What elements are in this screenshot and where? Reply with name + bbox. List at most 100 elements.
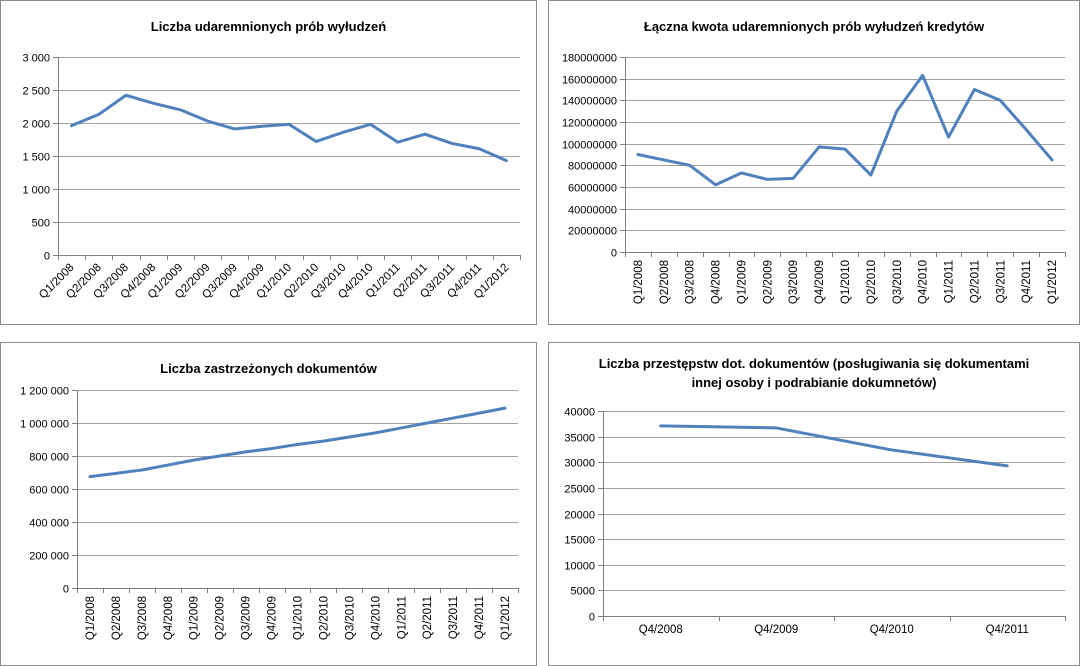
chart-panel-attempts-count: Liczba udaremnionych prób wyłudzeń 0 500 1… [0, 0, 537, 325]
x-tick-label: Q1/2010 [293, 596, 305, 640]
data-line [88, 406, 507, 479]
x-tick-label: Q4/2009 [267, 596, 279, 640]
x-tick-label: Q2/2008 [111, 596, 123, 640]
x-axis-labels: Q1/2008Q2/2008Q3/2008Q4/2008Q1/2009Q2/20… [37, 262, 512, 302]
chart-title: Liczba udaremnionych prób wyłudzeń [150, 19, 387, 34]
y-tick-label: 30000 [564, 458, 595, 470]
chart-plot: 0 500 1 000 1 500 2 000 2 500 3 000 Q1/2008Q2/2… [22, 53, 521, 302]
x-tick-label: Q4/2008 [711, 260, 723, 304]
chart-panel-attempts-amount: Łączna kwota udaremnionych prób wyłudzeń… [548, 0, 1080, 325]
x-tick-label: Q4/2011 [986, 624, 1029, 636]
y-tick-label: 80000000 [568, 161, 617, 173]
chart-title: Liczba zastrzeżonych dokumentów [160, 361, 377, 376]
x-tick-label: Q3/2010 [344, 596, 356, 640]
chart-title: Liczba przestępstw dot. dokumentów (posł… [598, 356, 1030, 390]
y-gridlines [625, 57, 1065, 231]
y-tick-label: 1 200 000 [20, 386, 69, 398]
y-tick-label: 5000 [571, 586, 595, 598]
y-axis-labels: 0 5000 10000 15000 20000 25000 30000 35000 40000 [564, 407, 595, 624]
x-tick-label: Q3/2009 [241, 596, 253, 640]
y-tick-label: 120000000 [562, 118, 617, 130]
x-tick-label: Q4/2010 [870, 624, 914, 636]
chart-title-wrap: Liczba zastrzeżonych dokumentów [1, 359, 536, 378]
y-tick-label: 1 500 [22, 152, 50, 164]
x-axis-labels: Q1/2008 Q2/2008 Q3/2008 Q4/2008 Q1/2009 Q2/20… [85, 596, 512, 640]
axes [53, 57, 521, 260]
x-tick-label: Q4/2008 [639, 624, 683, 636]
y-tick-label: 1 000 000 [20, 419, 69, 431]
x-tick-label: Q3/2008 [137, 596, 149, 640]
y-gridlines [77, 390, 518, 556]
x-tick-label: Q2/2010 [318, 596, 330, 640]
chart-plot: 0 5000 10000 15000 20000 25000 30000 35000 40000… [564, 407, 1066, 636]
x-tick-label: Q1/2010 [840, 260, 852, 304]
x-tick-label: Q1/2012 [1047, 260, 1059, 304]
data-line [636, 73, 1054, 187]
y-tick-label: 0 [611, 248, 617, 260]
x-tick-label: Q4/2009 [754, 624, 798, 636]
x-tick-label: Q3/2011 [448, 596, 460, 639]
y-tick-label: 500 [32, 218, 50, 230]
axes [620, 57, 1066, 257]
x-tick-label: Q4/2010 [918, 260, 930, 304]
x-tick-label: Q4/2008 [163, 596, 175, 640]
x-tick-label: Q1/2011 [396, 596, 408, 639]
data-line [659, 424, 1009, 468]
x-tick-label: Q3/2008 [685, 260, 697, 304]
chart-panel-document-crimes: Liczba przestępstw dot. dokumentów (posł… [548, 342, 1080, 666]
x-tick-label: Q1/2011 [944, 260, 956, 303]
y-tick-label: 20000000 [568, 226, 617, 238]
y-tick-label: 3 000 [22, 53, 50, 65]
chart-title-wrap: Łączna kwota udaremnionych prób wyłudzeń… [549, 17, 1079, 36]
x-tick-label: Q4/2011 [474, 596, 486, 639]
y-axis-labels: 0 500 1 000 1 500 2 000 2 500 3 000 [22, 53, 50, 263]
y-tick-label: 400 000 [29, 518, 69, 530]
y-gridlines [58, 57, 520, 223]
y-tick-label: 40000000 [568, 205, 617, 217]
x-tick-label: Q1/2009 [189, 596, 201, 640]
y-tick-label: 1 000 [22, 185, 50, 197]
x-tick-label: Q4/2009 [814, 260, 826, 304]
x-tick-label: Q2/2010 [866, 260, 878, 304]
x-tick-label: Q2/2011 [422, 596, 434, 639]
y-tick-label: 100000000 [562, 140, 617, 152]
y-tick-label: 800 000 [29, 452, 69, 464]
x-tick-label: Q2/2009 [762, 260, 774, 304]
y-tick-label: 160000000 [562, 75, 617, 87]
x-tick-label: Q2/2009 [215, 596, 227, 640]
y-axis-labels: 0 20000000 40000000 60000000 80000000 1000000… [562, 53, 617, 260]
chart-title-wrap: Liczba udaremnionych prób wyłudzeń [1, 17, 536, 36]
chart-plot: 0 200 000 400 000 600 000 800 000 1 000 000 1 … [20, 386, 519, 640]
y-tick-label: 25000 [564, 484, 595, 496]
x-tick-label: Q1/2012 [500, 596, 512, 640]
y-tick-label: 2 000 [22, 119, 50, 131]
y-tick-label: 10000 [564, 561, 595, 573]
y-tick-label: 2 500 [22, 86, 50, 98]
y-tick-label: 40000 [564, 407, 595, 419]
chart-plot: 0 20000000 40000000 60000000 80000000 1000000… [562, 53, 1066, 304]
x-tick-label: Q2/2008 [659, 260, 671, 304]
y-tick-label: 140000000 [562, 96, 617, 108]
chart-title-wrap: Liczba przestępstw dot. dokumentów (posł… [549, 354, 1079, 392]
x-tick-label: Q1/2008 [85, 596, 97, 640]
axes [72, 390, 519, 593]
y-tick-label: 600 000 [29, 485, 69, 497]
y-tick-label: 0 [589, 612, 595, 624]
y-tick-label: 180000000 [562, 53, 617, 65]
y-tick-label: 0 [44, 251, 50, 263]
x-tick-label: Q4/2010 [370, 596, 382, 640]
y-axis-labels: 0 200 000 400 000 600 000 800 000 1 000 000 1 … [20, 386, 69, 596]
x-axis-labels: Q4/2008 Q4/2009 Q4/2010 Q4/2011 [639, 624, 1029, 636]
y-tick-label: 35000 [564, 433, 595, 445]
x-tick-label: Q3/2010 [892, 260, 904, 304]
axes [598, 411, 1066, 621]
x-tick-label: Q2/2011 [969, 260, 981, 303]
y-tick-label: 0 [63, 584, 69, 596]
data-line [70, 93, 508, 163]
x-tick-label: Q3/2011 [995, 260, 1007, 303]
chart-title: Łączna kwota udaremnionych prób wyłudzeń… [643, 19, 985, 34]
x-tick-label: Q3/2009 [788, 260, 800, 304]
x-tick-label: Q1/2008 [633, 260, 645, 304]
